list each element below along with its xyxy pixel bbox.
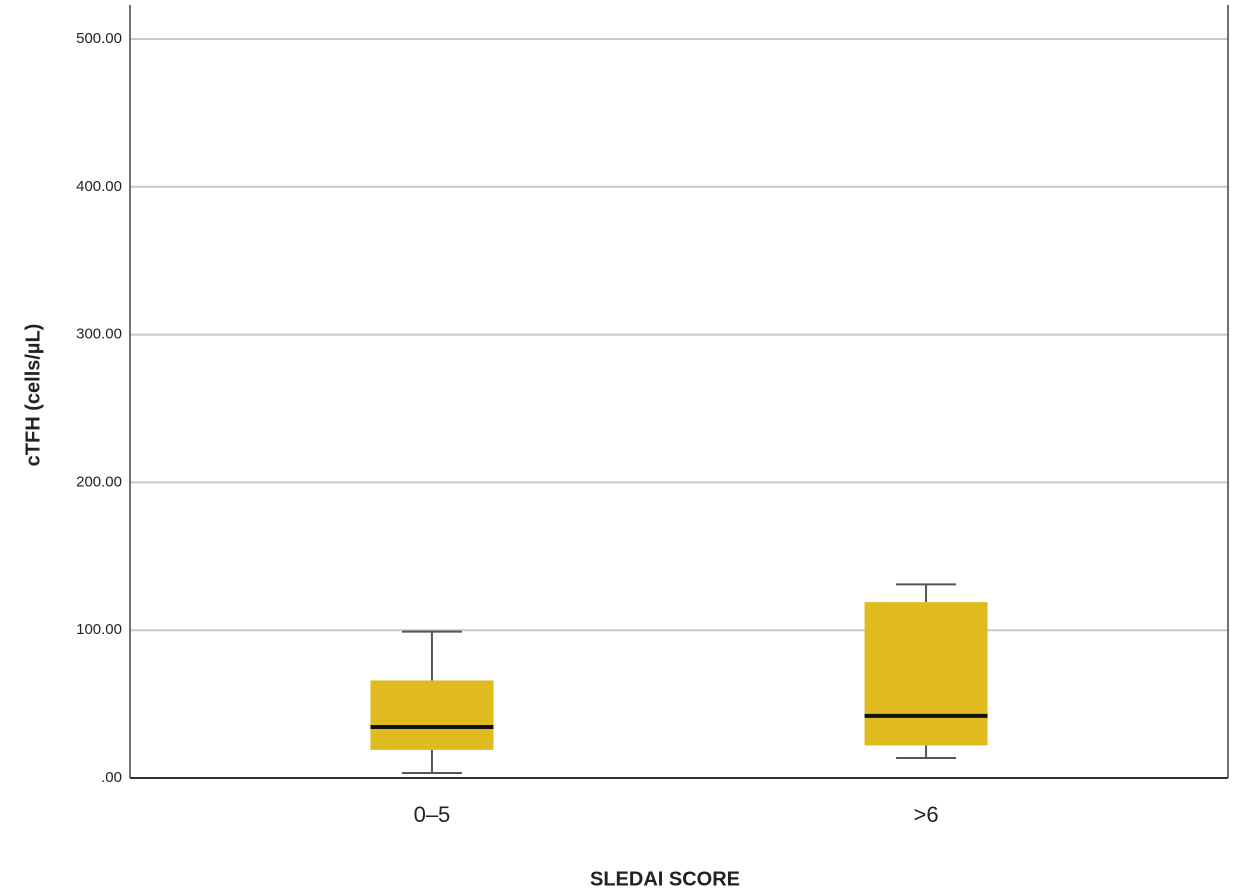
box <box>370 680 494 750</box>
y-tick-label: 200.00 <box>76 473 122 490</box>
y-axis-title: cTFH (cells/µL) <box>22 324 44 467</box>
box <box>864 602 988 746</box>
x-tick-label: >6 <box>914 802 939 827</box>
y-tick-label: 400.00 <box>76 178 122 195</box>
y-tick-label: 500.00 <box>76 30 122 47</box>
y-tick-label: .00 <box>101 769 122 786</box>
y-tick-label: 100.00 <box>76 621 122 638</box>
x-tick-label: 0–5 <box>414 802 451 827</box>
y-tick-label: 300.00 <box>76 326 122 343</box>
x-axis-title: SLEDAI SCORE <box>590 868 740 890</box>
